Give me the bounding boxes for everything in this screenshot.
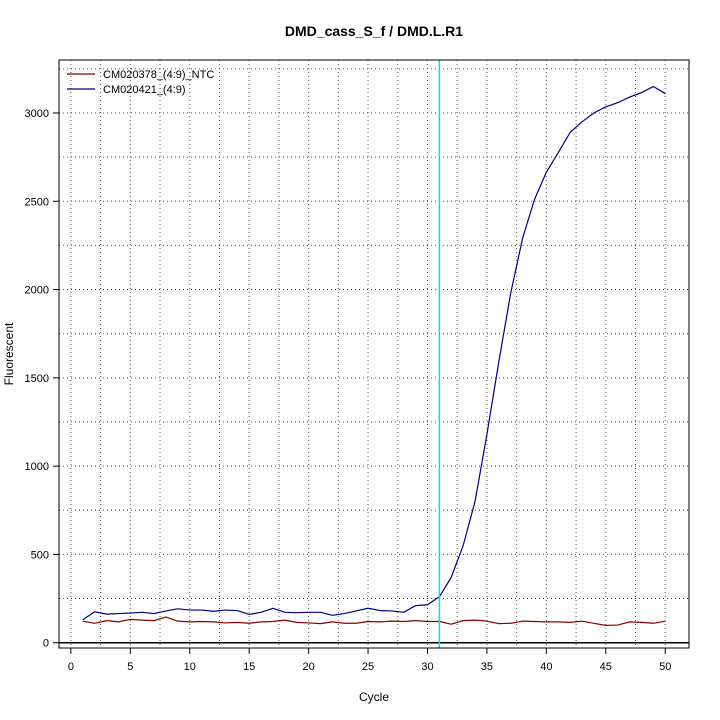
x-tick-label: 40 (540, 661, 552, 673)
legend-label: CM020378_(4:9)_NTC (103, 69, 214, 81)
x-tick-label: 35 (481, 661, 493, 673)
x-tick-label: 20 (302, 661, 314, 673)
y-axis-label: Fluorescent (2, 322, 16, 385)
series-lines (59, 60, 689, 648)
x-tick-label: 50 (659, 661, 671, 673)
grid-lines (59, 60, 689, 648)
series-line-1 (82, 616, 666, 627)
chart-title: DMD_cass_S_f / DMD.L.R1 (285, 23, 463, 39)
plot-frame (58, 59, 690, 649)
y-tick-label: 3000 (25, 108, 49, 120)
x-axis-label: Cycle (359, 690, 389, 704)
x-tick-label: 45 (600, 661, 612, 673)
y-tick-label: 1500 (25, 373, 49, 385)
x-tick-label: 10 (184, 661, 196, 673)
x-tick-label: 25 (362, 661, 374, 673)
x-tick-label: 30 (421, 661, 433, 673)
legend-label: CM020421_(4:9) (103, 84, 186, 96)
x-tick-label: 0 (68, 661, 74, 673)
y-axis: 0 500 1000 1500 2000 2500 3000 (25, 108, 59, 650)
legend: CM020378_(4:9)_NTC CM020421_(4:9) (67, 69, 214, 96)
series-line-2 (82, 85, 666, 621)
x-axis: 0 5 10 15 20 25 30 35 40 45 50 (68, 648, 671, 673)
y-tick-label: 2000 (25, 285, 49, 297)
x-tick-label: 15 (243, 661, 255, 673)
y-tick-label: 500 (31, 549, 49, 561)
y-tick-label: 2500 (25, 196, 49, 208)
y-tick-label: 1000 (25, 461, 49, 473)
x-tick-label: 5 (127, 661, 133, 673)
y-tick-label: 0 (43, 638, 49, 650)
